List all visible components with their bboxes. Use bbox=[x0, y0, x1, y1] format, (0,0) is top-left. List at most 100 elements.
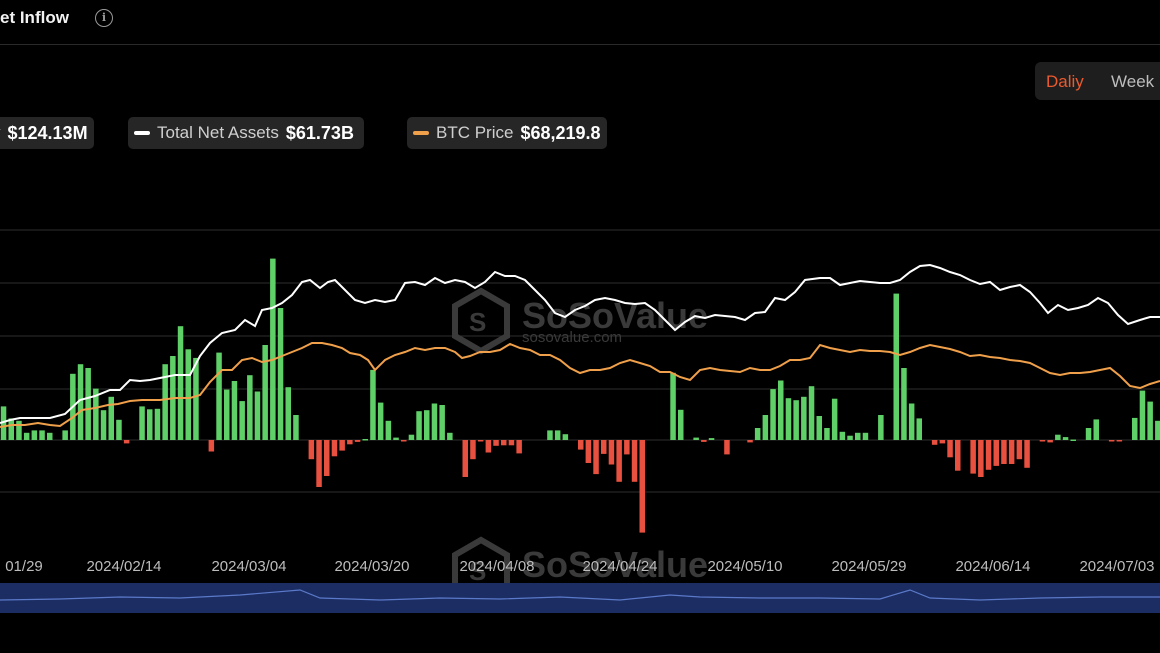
inflow-bar[interactable] bbox=[855, 432, 861, 440]
inflow-bar[interactable] bbox=[578, 440, 584, 450]
inflow-bar[interactable] bbox=[693, 437, 699, 440]
inflow-bar[interactable] bbox=[1024, 440, 1030, 468]
inflow-bar[interactable] bbox=[293, 415, 299, 440]
inflow-bar[interactable] bbox=[254, 391, 261, 441]
inflow-bar[interactable] bbox=[562, 434, 569, 440]
inflow-bar[interactable] bbox=[431, 403, 438, 441]
inflow-bar[interactable] bbox=[108, 396, 115, 440]
inflow-bar[interactable] bbox=[501, 440, 507, 446]
inflow-bar[interactable] bbox=[354, 440, 361, 442]
inflow-bar[interactable] bbox=[639, 440, 646, 533]
inflow-bar[interactable] bbox=[608, 440, 615, 465]
inflow-bar[interactable] bbox=[993, 440, 1000, 466]
inflow-bar[interactable] bbox=[77, 364, 84, 440]
inflow-bar[interactable] bbox=[770, 389, 776, 440]
inflow-bar[interactable] bbox=[1016, 440, 1023, 460]
inflow-bar[interactable] bbox=[862, 432, 869, 440]
inflow-bar[interactable] bbox=[316, 440, 322, 487]
inflow-bar[interactable] bbox=[701, 440, 707, 442]
inflow-bar[interactable] bbox=[385, 420, 392, 440]
inflow-bar[interactable] bbox=[978, 440, 984, 477]
inflow-bar[interactable] bbox=[1062, 437, 1069, 440]
inflow-bar[interactable] bbox=[393, 437, 399, 440]
legend-total-net-assets[interactable]: Total Net Assets $61.73B bbox=[128, 117, 364, 149]
inflow-bar[interactable] bbox=[624, 440, 630, 455]
inflow-bar[interactable] bbox=[424, 410, 430, 440]
inflow-bar[interactable] bbox=[216, 352, 222, 440]
inflow-bar[interactable] bbox=[377, 402, 384, 440]
inflow-bar[interactable] bbox=[1085, 428, 1092, 440]
inflow-bar[interactable] bbox=[508, 440, 515, 446]
inflow-bar[interactable] bbox=[1108, 440, 1115, 442]
toggle-daily[interactable]: Daliy bbox=[1046, 72, 1084, 91]
inflow-bar[interactable] bbox=[485, 440, 492, 453]
inflow-bar[interactable] bbox=[1070, 439, 1077, 442]
inflow-bar[interactable] bbox=[224, 389, 230, 440]
inflow-bar[interactable] bbox=[193, 357, 199, 440]
inflow-bar[interactable] bbox=[1093, 419, 1100, 440]
inflow-bar[interactable] bbox=[678, 409, 684, 440]
inflow-bar[interactable] bbox=[785, 398, 792, 440]
inflow-bar[interactable] bbox=[370, 369, 376, 440]
legend-net-inflow[interactable]: y $124.13M bbox=[0, 117, 94, 149]
inflow-bar[interactable] bbox=[177, 326, 184, 440]
inflow-bar[interactable] bbox=[85, 368, 91, 440]
inflow-bar[interactable] bbox=[401, 440, 407, 442]
inflow-bar[interactable] bbox=[493, 440, 499, 446]
inflow-bar[interactable] bbox=[908, 403, 915, 441]
inflow-bar[interactable] bbox=[1055, 434, 1061, 440]
inflow-bar[interactable] bbox=[816, 416, 823, 440]
inflow-bar[interactable] bbox=[47, 432, 53, 440]
inflow-bar[interactable] bbox=[631, 440, 638, 482]
inflow-bar[interactable] bbox=[593, 440, 599, 475]
info-icon[interactable]: i bbox=[95, 9, 113, 27]
inflow-bar[interactable] bbox=[1047, 440, 1053, 443]
inflow-bar[interactable] bbox=[0, 406, 7, 440]
inflow-bar[interactable] bbox=[470, 440, 476, 460]
inflow-bar[interactable] bbox=[116, 419, 122, 440]
inflow-bar[interactable] bbox=[208, 440, 215, 452]
inflow-bar[interactable] bbox=[185, 349, 192, 440]
inflow-bar[interactable] bbox=[985, 440, 992, 470]
inflow-bar[interactable] bbox=[154, 408, 161, 440]
inflow-bar[interactable] bbox=[16, 420, 22, 440]
inflow-bar[interactable] bbox=[955, 440, 961, 471]
inflow-bar[interactable] bbox=[477, 440, 484, 442]
inflow-bar[interactable] bbox=[93, 388, 99, 440]
inflow-bar[interactable] bbox=[670, 372, 676, 440]
inflow-bar[interactable] bbox=[724, 440, 730, 455]
inflow-bar[interactable] bbox=[547, 430, 553, 440]
inflow-bar[interactable] bbox=[1039, 440, 1046, 442]
inflow-bar[interactable] bbox=[1008, 440, 1015, 464]
inflow-bar[interactable] bbox=[893, 293, 900, 440]
inflow-bar[interactable] bbox=[754, 428, 761, 440]
inflow-bar[interactable] bbox=[285, 387, 292, 440]
inflow-bar[interactable] bbox=[270, 258, 276, 440]
inflow-bar[interactable] bbox=[585, 440, 592, 463]
inflow-bar[interactable] bbox=[901, 368, 907, 440]
inflow-bar[interactable] bbox=[331, 440, 338, 457]
inflow-bar[interactable] bbox=[778, 380, 784, 441]
inflow-bar[interactable] bbox=[231, 381, 238, 440]
inflow-bar[interactable] bbox=[878, 415, 884, 440]
inflow-bar[interactable] bbox=[1001, 440, 1007, 464]
inflow-bar[interactable] bbox=[39, 430, 45, 440]
inflow-bar[interactable] bbox=[308, 440, 315, 460]
inflow-bar[interactable] bbox=[762, 415, 769, 440]
inflow-bar[interactable] bbox=[324, 440, 330, 476]
inflow-bar[interactable] bbox=[347, 440, 353, 445]
inflow-bar[interactable] bbox=[970, 440, 976, 474]
inflow-bar[interactable] bbox=[447, 432, 453, 440]
inflow-bar[interactable] bbox=[808, 386, 815, 440]
inflow-bar[interactable] bbox=[831, 398, 838, 440]
inflow-bar[interactable] bbox=[262, 345, 268, 440]
inflow-bar[interactable] bbox=[23, 432, 30, 440]
inflow-bar[interactable] bbox=[1147, 401, 1153, 440]
legend-btc-price[interactable]: BTC Price $68,219.8 bbox=[407, 117, 607, 149]
inflow-bar[interactable] bbox=[62, 430, 68, 440]
toggle-weekly[interactable]: Week bbox=[1111, 72, 1155, 91]
inflow-bar[interactable] bbox=[747, 440, 753, 443]
inflow-bar[interactable] bbox=[793, 400, 799, 440]
inflow-bar[interactable] bbox=[147, 409, 153, 440]
